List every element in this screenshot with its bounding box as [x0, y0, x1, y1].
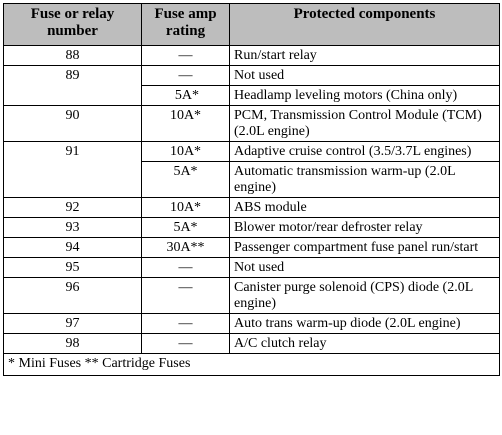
protected-component: Canister purge solenoid (CPS) diode (2.0…	[229, 277, 500, 314]
table-body: 88 — Run/start relay 89 — Not used 5A* H…	[3, 45, 500, 354]
table-row: 88 — Run/start relay	[3, 45, 500, 66]
protected-component: Auto trans warm-up diode (2.0L engine)	[229, 313, 500, 334]
header-fuse-number: Fuse or relay number	[3, 3, 142, 46]
table-row: 90 10A* PCM, Transmission Control Module…	[3, 105, 500, 142]
table-row: 98 — A/C clutch relay	[3, 333, 500, 354]
fuse-relay-table: Fuse or relay number Fuse amp rating Pro…	[3, 3, 500, 376]
amp-rating: 10A*	[141, 141, 230, 162]
protected-component: PCM, Transmission Control Module (TCM) (…	[229, 105, 500, 142]
amp-rating: 10A*	[141, 197, 230, 218]
table-row: 96 — Canister purge solenoid (CPS) diode…	[3, 277, 500, 314]
amp-rating: —	[141, 313, 230, 334]
amp-rating: 5A*	[141, 161, 230, 198]
fuse-number: 98	[3, 333, 142, 354]
table-row: 91 10A* Adaptive cruise control (3.5/3.7…	[3, 141, 500, 198]
fuse-number: 97	[3, 313, 142, 334]
table-row: 93 5A* Blower motor/rear defroster relay	[3, 217, 500, 238]
fuse-number: 91	[3, 141, 142, 198]
fuse-number: 92	[3, 197, 142, 218]
footnote: * Mini Fuses ** Cartridge Fuses	[3, 353, 500, 376]
amp-rating: —	[141, 257, 230, 278]
amp-rating: 10A*	[141, 105, 230, 142]
protected-component: Passenger compartment fuse panel run/sta…	[229, 237, 500, 258]
protected-component: Automatic transmission warm-up (2.0L eng…	[229, 161, 500, 198]
amp-rating: —	[141, 333, 230, 354]
protected-component: ABS module	[229, 197, 500, 218]
protected-component: Run/start relay	[229, 45, 500, 66]
fuse-number: 89	[3, 65, 142, 106]
fuse-number: 95	[3, 257, 142, 278]
table-row: 92 10A* ABS module	[3, 197, 500, 218]
table-row: 95 — Not used	[3, 257, 500, 278]
table-footer: * Mini Fuses ** Cartridge Fuses	[3, 353, 500, 376]
protected-component: Blower motor/rear defroster relay	[229, 217, 500, 238]
table-row: 97 — Auto trans warm-up diode (2.0L engi…	[3, 313, 500, 334]
amp-rating: —	[141, 277, 230, 314]
table-row: 89 — Not used	[3, 65, 500, 106]
table-row: 94 30A** Passenger compartment fuse pane…	[3, 237, 500, 258]
amp-rating: —	[141, 45, 230, 66]
header-amp-rating: Fuse amp rating	[141, 3, 230, 46]
fuse-number: 90	[3, 105, 142, 142]
protected-component: Adaptive cruise control (3.5/3.7L engine…	[229, 141, 500, 162]
amp-rating: —	[141, 65, 230, 86]
amp-rating: 5A*	[141, 217, 230, 238]
fuse-number: 88	[3, 45, 142, 66]
amp-rating: 30A**	[141, 237, 230, 258]
table-header: Fuse or relay number Fuse amp rating Pro…	[3, 3, 500, 46]
fuse-number: 96	[3, 277, 142, 314]
table-row: 5A* Automatic transmission warm-up (2.0L…	[4, 161, 500, 198]
fuse-number: 93	[3, 217, 142, 238]
protected-component: A/C clutch relay	[229, 333, 500, 354]
protected-component: Not used	[229, 257, 500, 278]
protected-component: Headlamp leveling motors (China only)	[229, 85, 500, 106]
fuse-number: 94	[3, 237, 142, 258]
header-protected-components: Protected components	[229, 3, 500, 46]
amp-rating: 5A*	[141, 85, 230, 106]
protected-component: Not used	[229, 65, 500, 86]
